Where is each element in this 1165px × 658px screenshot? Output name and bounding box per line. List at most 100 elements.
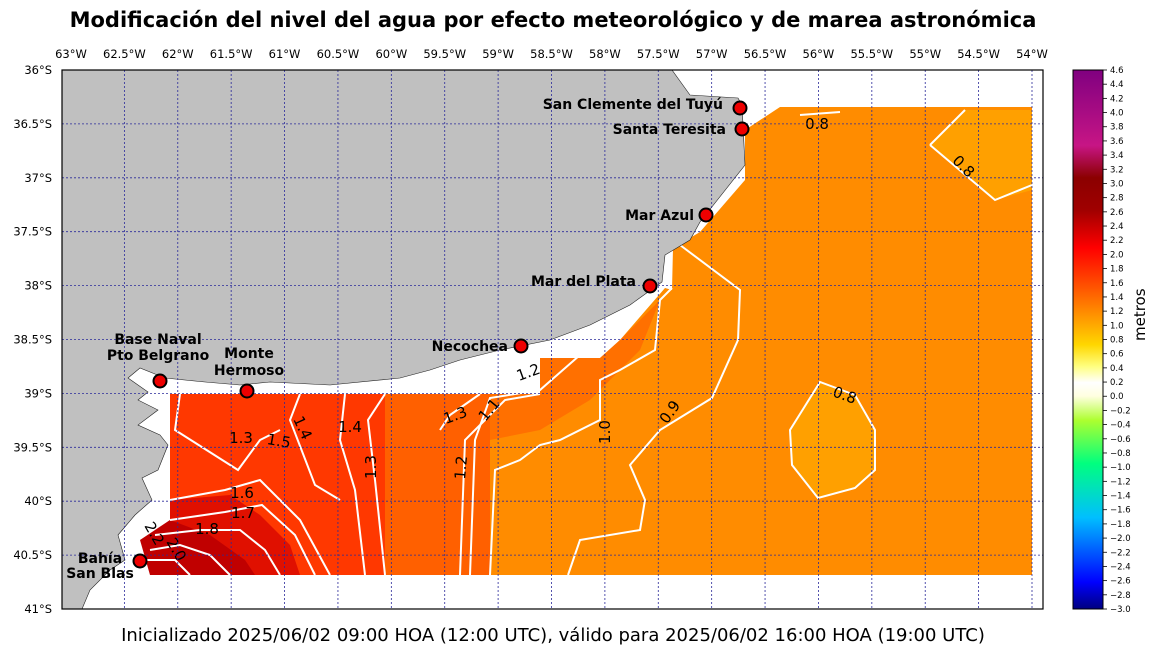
colorbar-tick-label: 2.2 [1110,236,1124,246]
station-label: Pto Belgrano [107,348,210,364]
station-label: Base Naval [114,332,201,348]
longitude-tick-label: 57.5°W [637,47,680,61]
colorbar-tick-label: −1.8 [1110,520,1131,530]
longitude-tick-label: 60°W [375,47,407,61]
latitude-tick-label: 39.5°S [13,440,52,454]
colorbar-tick-label: 2.0 [1110,250,1124,260]
colorbar-tick-label: 4.0 [1110,109,1124,119]
colorbar [1072,69,1104,610]
contour-label: 1.2 [451,455,471,480]
station-marker[interactable] [642,278,658,294]
station-label: Bahía [78,551,122,567]
colorbar-tick-label: −0.2 [1110,406,1131,416]
station-label: San Blas [66,566,134,582]
latitude-tick-label: 38°S [24,279,52,293]
contour-label: 1.3 [229,429,253,447]
colorbar-tick-label: 4.4 [1110,80,1124,90]
colorbar-tick-label: 1.0 [1110,321,1124,331]
longitude-tick-label: 54°W [1016,47,1048,61]
longitude-tick-label: 59.5°W [423,47,466,61]
latitude-tick-label: 40.5°S [13,548,52,562]
colorbar-tick-label: 1.6 [1110,279,1124,289]
contour-label: 1.7 [231,504,255,522]
colorbar-tick-label: 1.4 [1110,293,1124,303]
colorbar-ticks: 4.6 4.4 4.2 4.0 3.8 3.6 3.4 3.2 3.0 2.8 2.6 2.4 2.2 2… [1103,66,1131,615]
colorbar-tick-label: 3.4 [1110,151,1124,161]
longitude-tick-label: 58°W [589,47,621,61]
colorbar-tick-label: −2.0 [1110,534,1131,544]
colorbar-tick-label: 3.2 [1110,165,1124,175]
longitude-tick-label: 62.5°W [103,47,146,61]
colorbar-tick-label: 3.6 [1110,137,1124,147]
axis-ticks: 63°W 62.5°W 62°W 61.5°W 61°W 60.5°W 60°W 59.5°W… [13,47,1048,616]
colorbar-tick-label: 0.2 [1110,378,1124,388]
latitude-tick-label: 37.5°S [13,225,52,239]
colorbar-tick-label: −2.6 [1110,577,1131,587]
colorbar-tick-label: 4.2 [1110,94,1124,104]
longitude-tick-label: 61.5°W [210,47,253,61]
colorbar-tick-label: −0.8 [1110,449,1131,459]
colorbar-tick-label: 3.0 [1110,179,1124,189]
colorbar-tick-label: 3.8 [1110,123,1124,133]
colorbar-tick-label: 0.4 [1110,364,1124,374]
station-label: Mar Azul [625,208,694,224]
colorbar-tick-label: 2.6 [1110,208,1124,218]
contour-label: 1.6 [230,484,254,502]
colorbar-tick-label: −1.2 [1110,477,1131,487]
longitude-tick-label: 60.5°W [317,47,360,61]
station-marker[interactable] [513,338,529,354]
longitude-tick-label: 63°W [55,47,87,61]
surge-field-deep [385,394,490,575]
station-label: Hermoso [214,363,285,379]
colorbar-tick-label: −0.6 [1110,435,1131,445]
station-label: Mar del Plata [531,274,636,290]
longitude-tick-label: 55.5°W [850,47,893,61]
graticule [62,70,1043,609]
station-marker[interactable] [732,100,748,116]
station-label: Santa Teresita [613,122,726,138]
colorbar-tick-label: −3.0 [1110,605,1131,615]
latitude-tick-label: 39°S [24,386,52,400]
colorbar-tick-label: 0.6 [1110,350,1124,360]
contour-label: 1.3 [362,455,380,479]
station-marker[interactable] [698,207,714,223]
longitude-tick-label: 55°W [909,47,941,61]
latitude-tick-label: 38.5°S [13,333,52,347]
station-group: San Clemente del Tuyú Santa Teresita Mar… [66,97,750,582]
colorbar-tick-label: 1.8 [1110,265,1124,275]
longitude-tick-label: 62°W [162,47,194,61]
contour-label: 1.5 [266,430,293,452]
forecast-validity-text: Inicializado 2025/06/02 09:00 HOA (12:00… [121,625,985,646]
colorbar-tick-label: −1.6 [1110,506,1131,516]
contour-label: 1.4 [338,418,362,436]
station-marker[interactable] [152,373,168,389]
contour-label: 0.8 [805,115,829,133]
contour-lines [145,109,1033,576]
latitude-tick-label: 37°S [24,171,52,185]
contour-label: 1.8 [195,520,219,538]
colorbar-tick-label: −0.4 [1110,421,1131,431]
colorbar-tick-label: −1.4 [1110,492,1131,502]
surge-field-light-patch [790,382,875,498]
latitude-tick-label: 40°S [24,494,52,508]
colorbar-tick-label: −1.0 [1110,463,1131,473]
station-marker[interactable] [734,121,750,137]
colorbar-tick-label: 2.4 [1110,222,1124,232]
colorbar-tick-label: 4.6 [1110,66,1124,76]
longitude-tick-label: 58.5°W [530,47,573,61]
station-marker[interactable] [239,383,255,399]
colorbar-tick-label: 0.8 [1110,336,1124,346]
longitude-tick-label: 54.5°W [957,47,1000,61]
latitude-tick-label: 41°S [24,602,52,616]
latitude-tick-label: 36.5°S [13,117,52,131]
station-label: Monte [224,346,274,362]
plot-frame [61,69,1044,610]
colorbar-tick-label: 0.0 [1110,392,1124,402]
longitude-tick-label: 57°W [696,47,728,61]
station-marker[interactable] [132,553,148,569]
colorbar-tick-label: −2.8 [1110,591,1131,601]
longitude-tick-label: 56°W [803,47,835,61]
surge-field-mid [490,300,660,440]
station-label: Necochea [432,339,508,355]
